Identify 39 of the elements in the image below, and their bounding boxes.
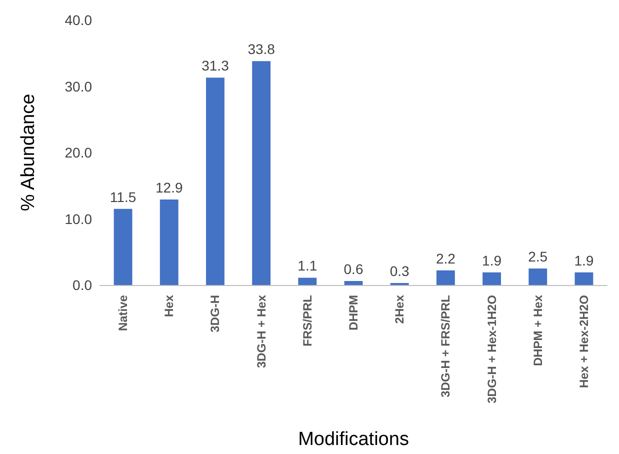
x-tick-label: Hex + Hex-2H2O — [576, 295, 591, 388]
bar — [482, 272, 501, 285]
x-tick-label: 3DG-H + Hex — [254, 294, 268, 368]
x-tick-label: 3DG-H + Hex-1H2O — [484, 295, 499, 404]
x-tick-label: DHPM — [346, 295, 360, 330]
x-tick-label: 3DG-H + FRS/PRL — [438, 295, 453, 398]
data-label: 1.1 — [298, 258, 318, 274]
bar — [252, 61, 271, 285]
y-tick-label: 0.0 — [72, 277, 92, 293]
y-tick-label: 20.0 — [64, 144, 92, 160]
y-axis-title: % Abundance — [18, 94, 39, 212]
x-tick-label: DHPM + Hex — [530, 294, 545, 366]
bar — [298, 278, 317, 285]
y-tick-label: 10.0 — [64, 210, 92, 227]
bar — [436, 270, 455, 285]
x-axis-title: Modifications — [298, 429, 409, 450]
data-label: 33.8 — [248, 41, 276, 58]
bar — [344, 281, 363, 285]
data-label: 0.6 — [344, 261, 364, 278]
data-label: 2.5 — [528, 248, 548, 264]
data-label: 1.9 — [574, 252, 594, 268]
bar — [574, 272, 594, 285]
data-label: 2.2 — [436, 250, 456, 266]
data-label: 1.9 — [482, 252, 502, 268]
bar — [528, 268, 548, 285]
x-tick-label: Native — [116, 294, 130, 332]
x-tick-label: 3DG-H — [208, 295, 222, 332]
bar — [160, 200, 178, 285]
bar — [206, 78, 224, 285]
bar — [114, 208, 132, 285]
data-label: 11.5 — [110, 188, 136, 205]
data-label: 12.9 — [156, 180, 183, 196]
x-tick-label: FRS/PRL — [300, 295, 314, 346]
x-tick-label: 2Hex — [392, 294, 407, 324]
y-tick-label: 30.0 — [64, 78, 92, 94]
data-label: 31.3 — [202, 58, 230, 74]
x-tick-label: Hex — [162, 294, 176, 318]
y-tick-label: 40.0 — [64, 12, 92, 28]
data-label: 0.3 — [390, 263, 410, 280]
